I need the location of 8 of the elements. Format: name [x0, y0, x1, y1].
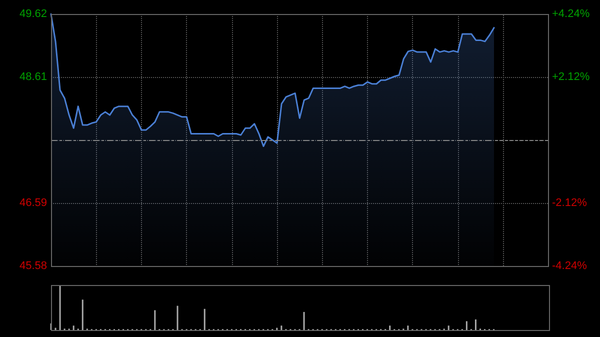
y-tick-label: 45.58 [19, 260, 47, 272]
y-tick-label: 49.62 [19, 8, 47, 20]
y2-tick-label: -4.24% [552, 260, 588, 272]
y2-tick-label: +2.12% [552, 71, 590, 83]
y-tick-label: 48.61 [19, 71, 47, 83]
y2-tick-label: +4.24% [552, 8, 590, 20]
y2-tick-label: -2.12% [552, 197, 588, 209]
y-tick-label: 46.59 [19, 197, 47, 209]
